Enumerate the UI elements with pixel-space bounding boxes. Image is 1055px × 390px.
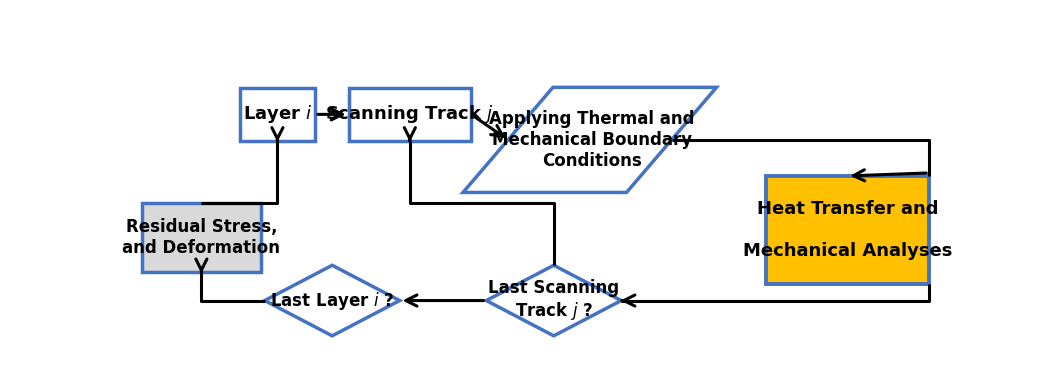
FancyBboxPatch shape	[142, 203, 261, 272]
FancyBboxPatch shape	[348, 88, 472, 141]
FancyBboxPatch shape	[766, 176, 929, 284]
Text: Scanning Track $j$: Scanning Track $j$	[326, 103, 494, 125]
FancyBboxPatch shape	[239, 88, 315, 141]
Text: Last Scanning
Track $j$ ?: Last Scanning Track $j$ ?	[488, 279, 619, 322]
Text: Last Layer $i$ ?: Last Layer $i$ ?	[270, 289, 395, 312]
Polygon shape	[486, 265, 621, 336]
Text: Layer $i$: Layer $i$	[243, 103, 312, 125]
Text: Applying Thermal and
Mechanical Boundary
Conditions: Applying Thermal and Mechanical Boundary…	[490, 110, 695, 170]
Text: Heat Transfer and

Mechanical Analyses: Heat Transfer and Mechanical Analyses	[743, 200, 952, 260]
Polygon shape	[463, 87, 716, 192]
Polygon shape	[265, 265, 400, 336]
Text: Residual Stress,
and Deformation: Residual Stress, and Deformation	[122, 218, 281, 257]
